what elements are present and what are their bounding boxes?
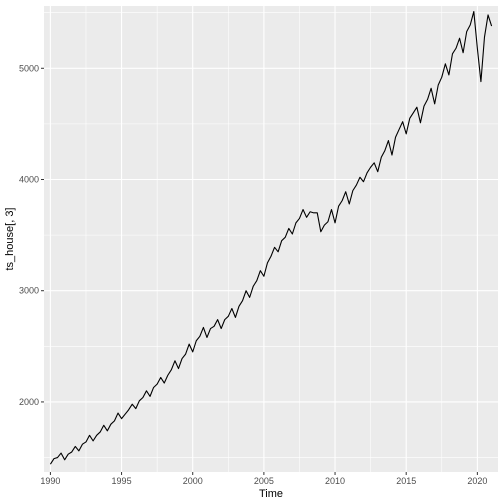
y-tick-label: 3000 (19, 286, 39, 296)
x-tick-label: 2020 (467, 476, 487, 486)
plot-panel (44, 6, 498, 472)
series-layer (49, 11, 493, 465)
x-tick-label: 2015 (396, 476, 416, 486)
x-tick-label: 1995 (112, 476, 132, 486)
series-line-0 (49, 11, 493, 465)
x-axis-title: Time (259, 488, 283, 500)
y-tick-label: 4000 (19, 174, 39, 184)
y-axis-title: ts_house[, 3] (4, 208, 16, 271)
x-tick-label: 2000 (183, 476, 203, 486)
x-tick-label: 2005 (254, 476, 274, 486)
axis-tick-labels: 1990 1995 2000 2005 2010 2015 2020 2000 3000 4000… (19, 63, 487, 486)
axis-ticks (41, 67, 478, 475)
y-tick-label: 5000 (19, 63, 39, 73)
grid-major (44, 6, 498, 472)
x-tick-label: 1990 (40, 476, 60, 486)
x-tick-label: 2010 (325, 476, 345, 486)
y-tick-label: 2000 (19, 397, 39, 407)
grid-minor (44, 6, 498, 472)
